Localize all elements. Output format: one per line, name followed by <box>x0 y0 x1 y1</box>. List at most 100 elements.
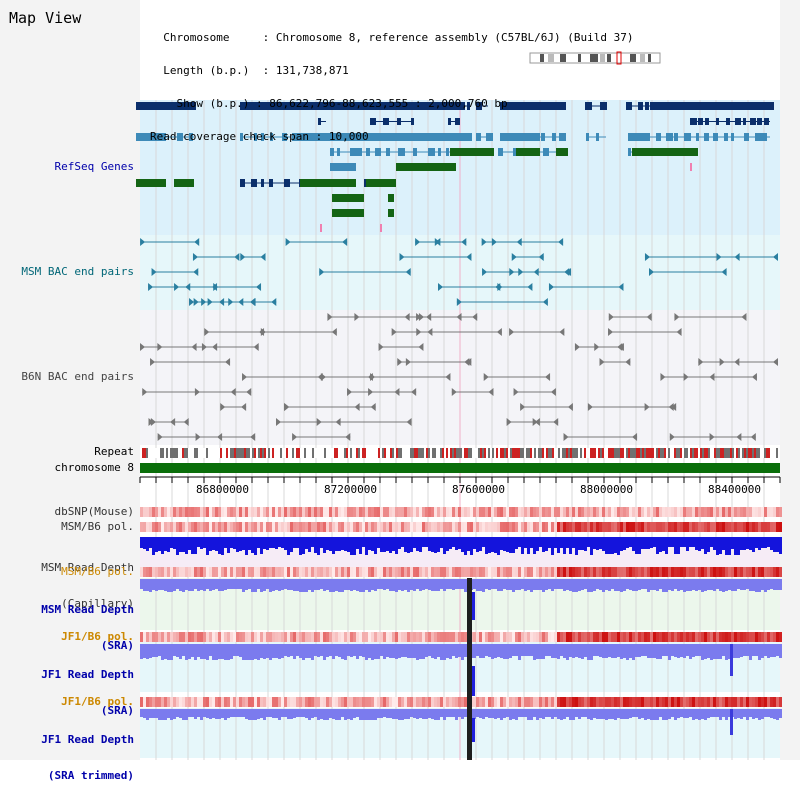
repeat-mark <box>614 448 616 458</box>
track-label-msm-depth-capillary[interactable]: MSM Read Depth (Capillary) <box>0 538 134 634</box>
pol-strip-cell <box>149 697 152 707</box>
track-label-msm-depth-sra[interactable]: MSM Read Depth (SRA) <box>0 580 134 676</box>
pol-strip-cell <box>779 697 782 707</box>
track-label-jf1-b6-pol[interactable]: JF1/B6 pol. <box>61 630 134 643</box>
pol-strip-cell <box>158 632 161 642</box>
repeat-mark <box>362 448 364 458</box>
capillary-depth-bar <box>686 537 689 551</box>
msm-sra-depth-bar <box>716 579 719 589</box>
bac-end-marker <box>481 238 487 246</box>
track-label-b6n-bac[interactable]: B6N BAC end pairs <box>21 370 134 383</box>
capillary-depth-bar <box>302 537 305 554</box>
track-label-msm-b6-pol[interactable]: MSM/B6 pol. <box>61 520 134 533</box>
pol-strip-cell <box>704 507 707 517</box>
track-label-msm-bac[interactable]: MSM BAC end pairs <box>21 265 134 278</box>
jf1-trim-depth-bar <box>671 709 674 717</box>
repeat-mark <box>366 448 368 458</box>
repeat-mark <box>502 448 504 458</box>
jf1-sra-depth-bar <box>323 644 326 660</box>
repeat-mark <box>544 448 546 458</box>
pol-strip-cell <box>182 522 185 532</box>
jf1-trim-depth-bar <box>398 709 401 720</box>
coverage-label: Read coverage check span <box>150 130 309 143</box>
pol-strip-cell <box>770 507 773 517</box>
track-label-refseq-genes[interactable]: RefSeq Genes <box>54 160 134 173</box>
pol-strip-cell <box>323 632 326 642</box>
genome-map-canvas[interactable] <box>0 0 800 760</box>
bac-end-marker <box>391 328 397 336</box>
track-label-repeat[interactable]: Repeat <box>94 445 134 458</box>
jf1-sra-depth-bar <box>359 644 362 656</box>
repeat-mark <box>420 448 422 458</box>
msm-sra-depth-bar <box>428 579 431 590</box>
pol-strip-cell <box>161 507 164 517</box>
track-label-jf1-b6-pol-2[interactable]: JF1/B6 pol. <box>61 695 134 708</box>
msm-sra-depth-bar <box>434 579 437 591</box>
pol-strip-cell <box>317 507 320 517</box>
pol-strip-cell <box>536 632 539 642</box>
msm-sra-depth-bar <box>314 579 317 590</box>
capillary-depth-bar <box>167 537 170 552</box>
bac-end-marker <box>370 403 376 411</box>
track-label-jf1-depth-trimmed[interactable]: JF1 Read Depth (SRA trimmed) <box>0 710 134 806</box>
jf1-sra-depth-bar <box>689 644 692 659</box>
pol-strip-cell <box>338 507 341 517</box>
jf1-trim-depth-bar <box>764 709 767 717</box>
repeat-mark <box>626 448 628 458</box>
pol-strip-cell <box>341 697 344 707</box>
track-label-jf1-depth-sra[interactable]: JF1 Read Depth (SRA) <box>0 645 134 741</box>
pol-strip-cell <box>584 632 587 642</box>
repeat-mark <box>274 448 276 458</box>
pol-strip-cell <box>311 522 314 532</box>
capillary-depth-bar <box>341 537 344 550</box>
pol-strip-cell <box>215 507 218 517</box>
pol-strip-cell <box>764 697 767 707</box>
jf1-sra-depth-bar <box>659 644 662 659</box>
pol-strip-cell <box>263 522 266 532</box>
pol-strip-cell <box>185 507 188 517</box>
track-label-chromosome[interactable]: chromosome 8 <box>54 461 134 474</box>
capillary-depth-bar <box>254 537 257 555</box>
jf1-trim-depth-bar <box>272 709 275 718</box>
pol-strip-cell <box>776 507 779 517</box>
jf1-sra-depth-bar <box>419 644 422 659</box>
pol-strip-cell <box>320 697 323 707</box>
bac-end-marker <box>709 373 715 381</box>
repeat-mark <box>352 448 354 458</box>
pol-strip-cell <box>662 567 665 577</box>
msm-sra-depth-bar <box>713 579 716 591</box>
pol-strip-cell <box>569 697 572 707</box>
jf1-trim-depth-bar <box>149 709 152 718</box>
gene-exon <box>254 133 257 141</box>
track-label-dbsnp[interactable]: dbSNP(Mouse) <box>54 505 134 518</box>
msm-sra-depth-bar <box>446 579 449 589</box>
repeat-mark <box>588 448 590 458</box>
pol-strip-cell <box>494 507 497 517</box>
repeat-mark <box>612 448 614 458</box>
repeat-mark <box>140 448 142 458</box>
bac-end-marker <box>342 238 348 246</box>
repeat-mark <box>724 448 726 458</box>
pol-strip-cell <box>641 567 644 577</box>
bac-end-marker <box>253 343 259 351</box>
jf1-trim-depth-bar <box>653 709 656 720</box>
pol-strip-cell <box>449 522 452 532</box>
pol-strip-cell <box>344 567 347 577</box>
pol-strip-cell <box>470 522 473 532</box>
pol-strip-cell <box>503 522 506 532</box>
pol-strip-cell <box>626 522 629 532</box>
bac-end-marker <box>418 313 424 321</box>
msm-sra-depth-bar <box>488 579 491 590</box>
msm-sra-depth-bar <box>326 579 329 590</box>
pol-strip-cell <box>278 507 281 517</box>
jf1-sra-depth-bar <box>215 644 218 660</box>
pol-strip-cell <box>287 522 290 532</box>
repeat-mark <box>650 448 652 458</box>
pol-strip-cell <box>617 507 620 517</box>
chromosome-info: Chromosome : Chromosome 8, reference ass… <box>150 31 634 143</box>
pol-strip-cell <box>626 507 629 517</box>
track-label-msm-b6-pol-sra[interactable]: MSM/B6 pol. <box>61 565 134 578</box>
pol-strip-cell <box>230 507 233 517</box>
jf1-sra-depth-bar <box>527 644 530 656</box>
jf1-trim-depth-bar <box>734 709 737 719</box>
